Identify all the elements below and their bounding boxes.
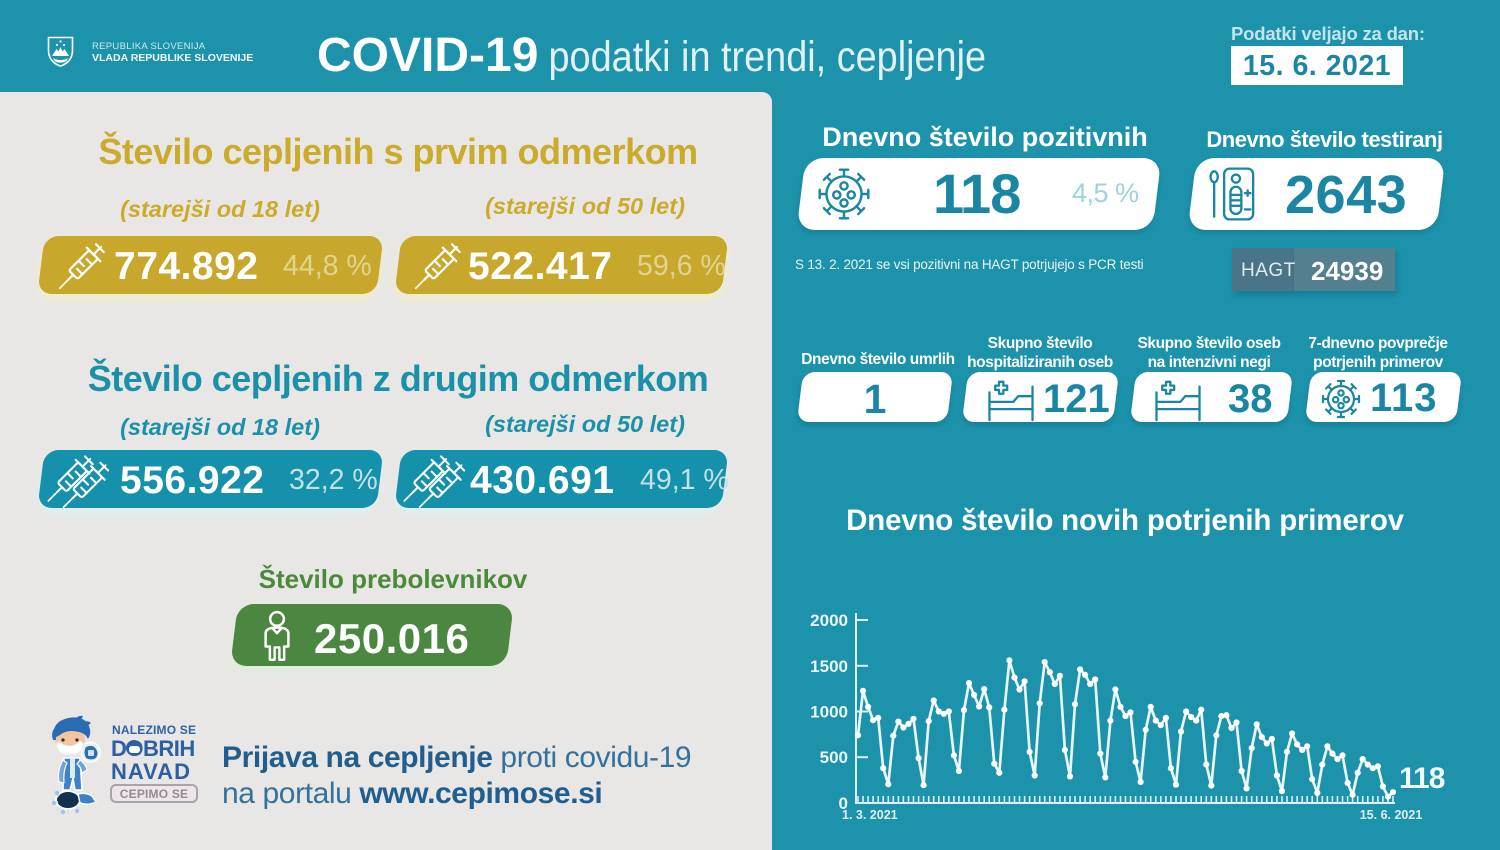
svg-text:1500: 1500: [810, 657, 848, 676]
svg-text:1000: 1000: [810, 703, 848, 722]
svg-text:15. 6. 2021: 15. 6. 2021: [1360, 808, 1423, 822]
svg-text:1. 3. 2021: 1. 3. 2021: [842, 808, 898, 822]
svg-text:0: 0: [839, 794, 848, 813]
svg-text:500: 500: [820, 748, 848, 767]
svg-text:2000: 2000: [810, 611, 848, 630]
